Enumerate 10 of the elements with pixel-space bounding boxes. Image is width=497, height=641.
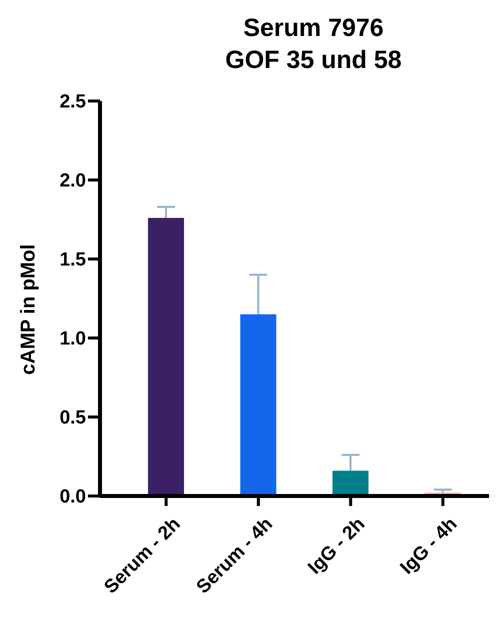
y-tick-label: 0.5 [60, 408, 86, 429]
y-axis-title: cAMP in pMol [18, 243, 40, 377]
y-tick-label: 2.5 [60, 92, 86, 113]
x-tick-label: IgG - 4h [396, 514, 462, 579]
y-tick-label: 1.5 [60, 250, 86, 271]
y-tick-label: 0.0 [60, 486, 86, 508]
x-tick-label: IgG - 2h [304, 514, 370, 579]
y-tick-label: 2.0 [60, 170, 86, 192]
y-tick-label: 1.0 [60, 328, 86, 350]
chart-title: Serum 7976 GOF 35 und 58 [224, 13, 403, 76]
